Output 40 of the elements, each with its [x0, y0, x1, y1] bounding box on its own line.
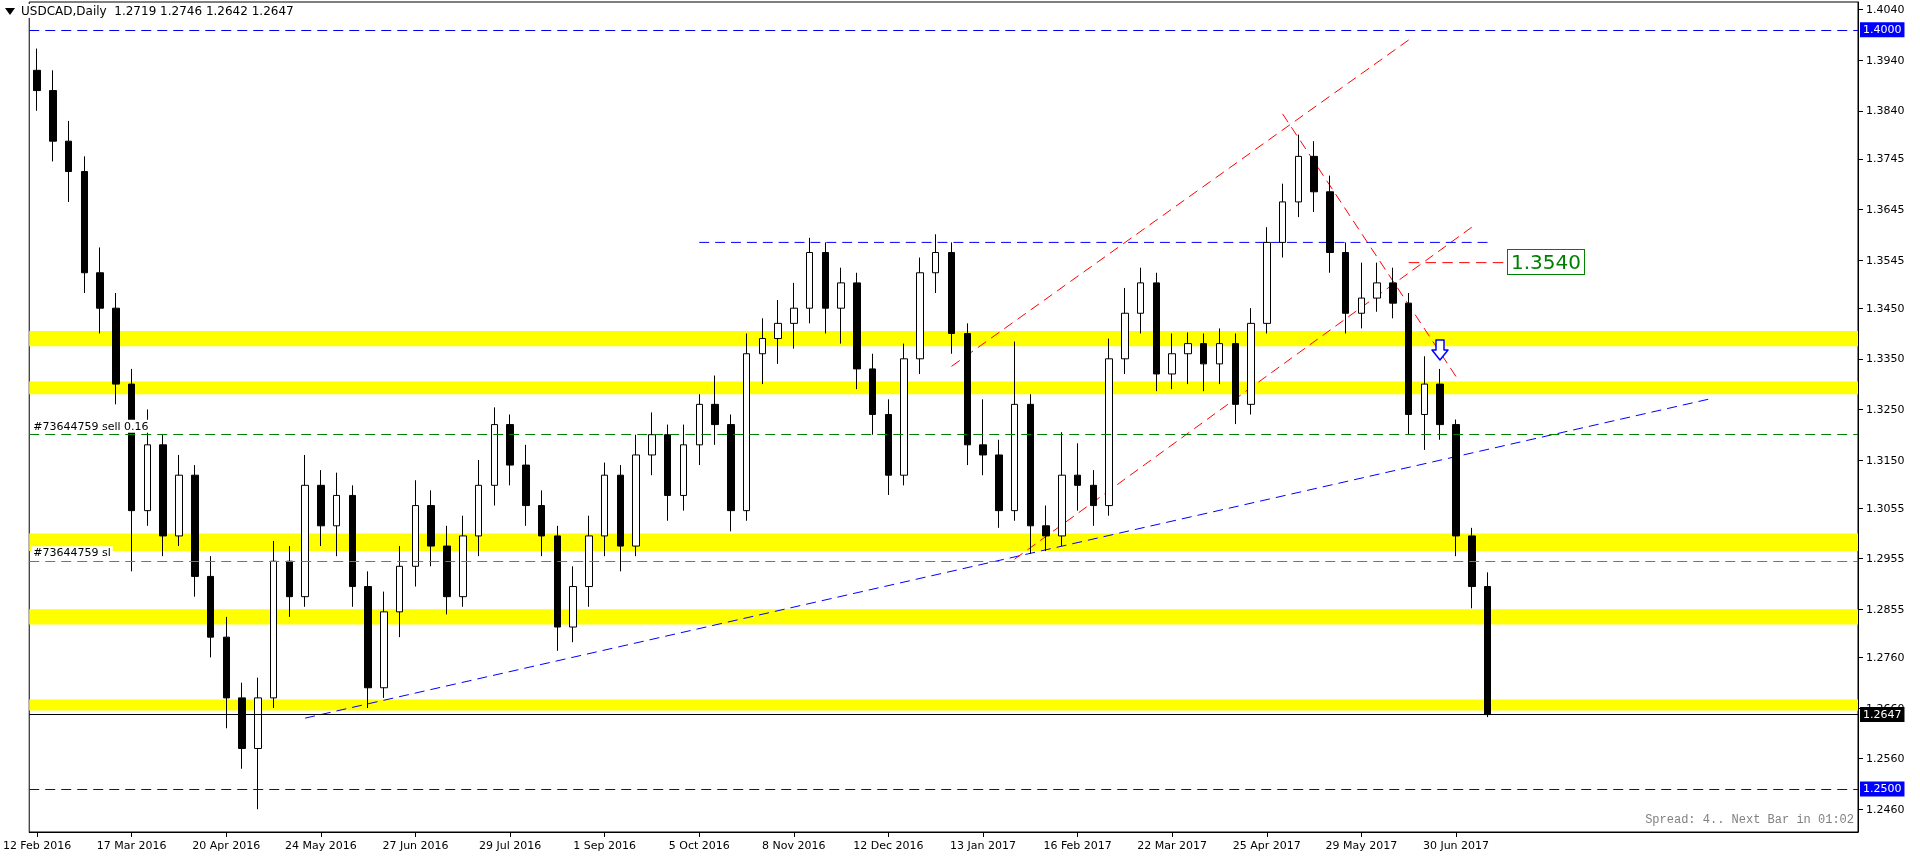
y-tick-label: 1.2560	[1866, 752, 1905, 766]
x-tick-label: 1 Sep 2016	[573, 839, 637, 852]
x-tick-label: 17 Mar 2016	[96, 839, 167, 852]
x-tick-label: 16 Feb 2017	[1043, 839, 1112, 852]
ref-line-label: 1.2500	[1863, 782, 1902, 796]
x-tick-label: 27 Jun 2016	[382, 839, 449, 852]
x-tick-label: 8 Nov 2016	[762, 839, 826, 852]
y-tick-label: 1.2855	[1866, 602, 1905, 616]
y-tick-label: 1.3645	[1866, 203, 1905, 216]
y-tick-label: 1.3350	[1866, 352, 1905, 366]
x-tick-label: 25 Apr 2017	[1232, 839, 1301, 852]
y-tick-label: 1.2760	[1866, 650, 1905, 664]
y-tick-label: 1.3840	[1866, 104, 1905, 118]
ref-line-label: 1.2647	[1863, 708, 1902, 722]
ref-line-label: 1.4000	[1863, 23, 1902, 37]
x-tick-label: 13 Jan 2017	[950, 839, 1016, 852]
x-tick-label: 29 Jul 2016	[478, 839, 542, 852]
x-tick-label: 30 Jun 2017	[1422, 839, 1490, 852]
x-tick-label: 29 May 2017	[1325, 839, 1398, 852]
x-tick-label: 22 Mar 2017	[1137, 839, 1208, 852]
y-tick-label: 1.3250	[1866, 402, 1905, 416]
annotation: Spread: 4.. Next Bar in 01:02	[1645, 813, 1855, 827]
y-tick-label: 1.2955	[1866, 552, 1905, 566]
y-tick-label: 1.4040	[1866, 3, 1905, 17]
y-tick-label: 1.3150	[1866, 453, 1905, 467]
ref-line-label: #73644759 sell 0.16	[33, 419, 149, 433]
y-tick-label: 1.3055	[1866, 501, 1905, 515]
x-tick-label: 12 Dec 2016	[853, 839, 924, 852]
y-tick-label: 1.3940	[1866, 53, 1905, 67]
y-tick-label: 1.2460	[1866, 802, 1905, 816]
x-tick-label: 12 Feb 2016	[2, 839, 72, 852]
x-tick-label: 20 Apr 2016	[192, 839, 261, 852]
y-tick-label: 1.3745	[1866, 152, 1905, 166]
x-tick-label: 5 Oct 2016	[668, 839, 730, 852]
ref-line-label: #73644759 sl	[33, 546, 111, 560]
annotation: 1.3540	[1511, 250, 1581, 274]
y-tick-label: 1.3450	[1866, 301, 1905, 315]
chart-title: USDCAD,Daily 1.2719 1.2746 1.2642 1.2647	[21, 4, 294, 18]
x-tick-label: 24 May 2016	[285, 839, 357, 852]
y-tick-label: 1.3545	[1866, 253, 1905, 267]
